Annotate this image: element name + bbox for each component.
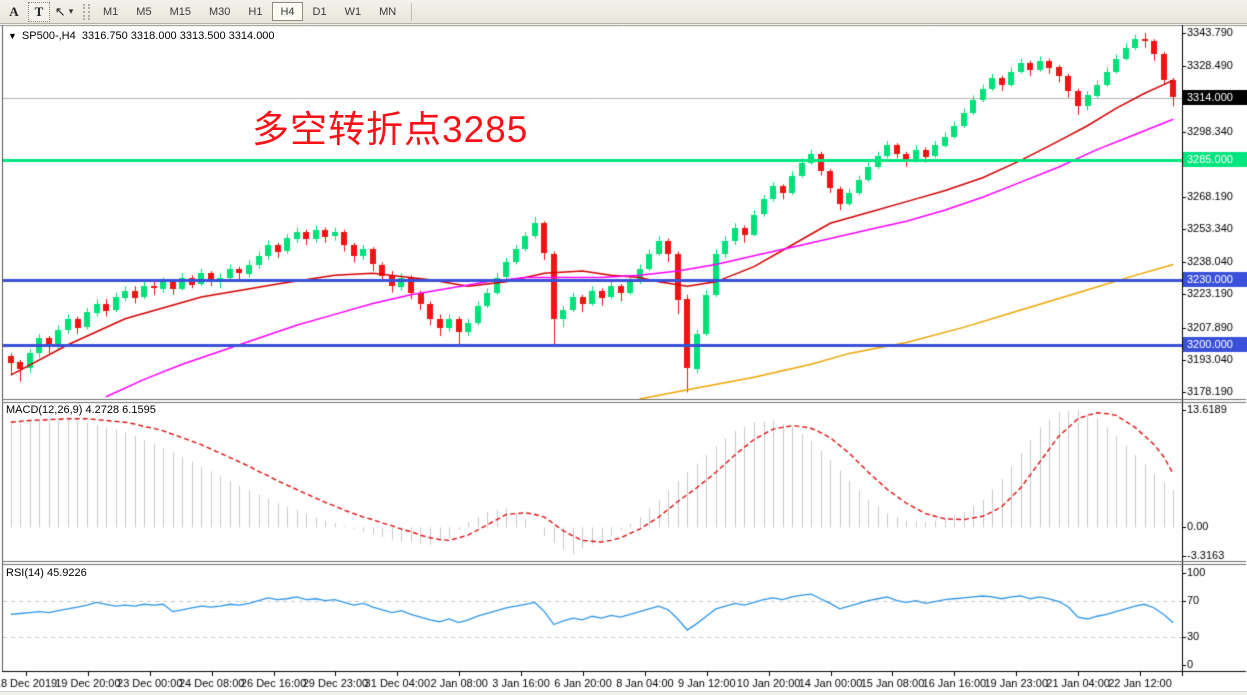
- chevron-down-icon: ▾: [68, 6, 74, 16]
- timeframe-button-m5[interactable]: M5: [136, 5, 152, 18]
- rsi-label: RSI(14): [6, 567, 44, 579]
- timeframe-button-d1[interactable]: D1: [312, 5, 327, 18]
- cursor-tool-button[interactable]: ↖ ▾: [53, 2, 75, 22]
- ohlc-readout: 3316.750 3318.000 3313.500 3314.000: [81, 30, 275, 42]
- timeframe-button-m1[interactable]: M1: [103, 5, 119, 18]
- timeframe-button-m30[interactable]: M30: [208, 5, 231, 18]
- chart-text-annotation: 多空转折点3285: [252, 109, 529, 150]
- rsi-current-value: 45.9226: [46, 567, 87, 579]
- timeframe-group: M1 M5 M15 M30 H1 H4 D1 W1 MN: [94, 2, 405, 21]
- timeframe-button-h1[interactable]: H1: [248, 5, 263, 18]
- text-tool-button[interactable]: T: [28, 1, 50, 22]
- macd-label: MACD(12,26,9): [6, 404, 83, 416]
- symbol-header: ▼ SP500-,H4 3316.750 3318.000 3313.500 33…: [8, 30, 275, 42]
- rsi-pane-label: RSI(14) 45.9226: [6, 567, 87, 579]
- macd-current-values: 4.2728 6.1595: [85, 404, 156, 416]
- timeframe-button-w1[interactable]: W1: [344, 5, 362, 18]
- toolbar: A T ↖ ▾ M1 M5 M15 M30 H1 H4 D1 W1 MN: [0, 0, 1247, 24]
- arrow-tool-button[interactable]: A: [9, 3, 19, 19]
- toolbar-grip-handle[interactable]: [83, 3, 90, 20]
- cursor-tool-icon: ↖: [54, 3, 66, 19]
- timeframe-button-mn[interactable]: MN: [379, 5, 397, 18]
- status-strip: [0, 691, 1247, 695]
- toolbar-separator: [411, 2, 413, 21]
- macd-pane-label: MACD(12,26,9) 4.2728 6.1595: [6, 404, 156, 416]
- symbol-dropdown-icon[interactable]: ▼: [8, 31, 17, 41]
- symbol-name: SP500-,H4: [21, 30, 76, 42]
- timeframe-button-m15[interactable]: M15: [169, 5, 191, 18]
- timeframe-button-h4[interactable]: H4: [272, 2, 303, 21]
